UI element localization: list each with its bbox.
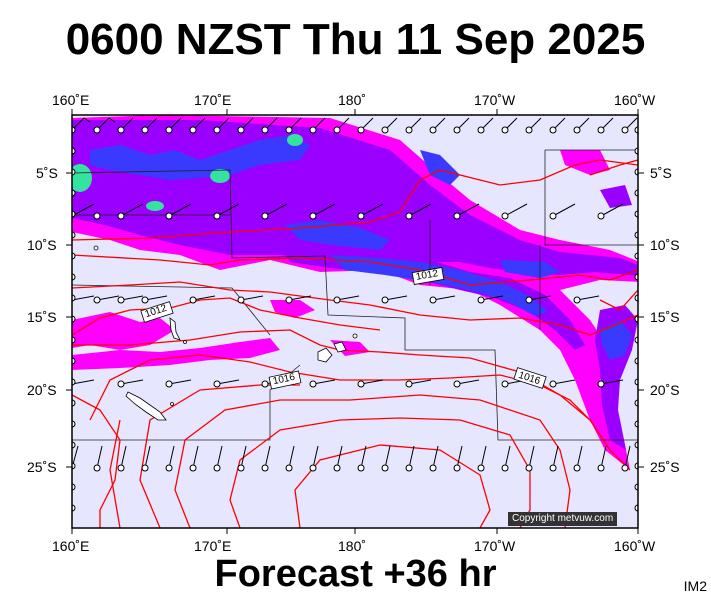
lon-label-top: 170˚E bbox=[194, 92, 232, 108]
axis-ticks bbox=[66, 109, 644, 534]
lat-label-right: 10˚S bbox=[650, 237, 680, 253]
isobar-1010 bbox=[72, 254, 638, 286]
lat-label-left: 25˚S bbox=[27, 459, 57, 475]
lat-label-left: 20˚S bbox=[27, 382, 57, 398]
lon-label-top: 170˚W bbox=[474, 92, 516, 108]
rain-intense-cells bbox=[72, 134, 303, 211]
isobar-1012a bbox=[72, 281, 638, 336]
new-caledonia bbox=[125, 391, 167, 421]
forecast-label: Forecast +36 hr bbox=[214, 553, 497, 595]
fiji-2 bbox=[333, 341, 347, 353]
isobar-1008 bbox=[72, 159, 638, 241]
vanuatu bbox=[169, 317, 181, 341]
isobar-1020 bbox=[229, 417, 531, 528]
isobar-east2 bbox=[599, 289, 638, 311]
lon-label-top: 180˚ bbox=[338, 92, 367, 108]
isobar-1018 bbox=[174, 394, 571, 528]
image-code: IM2 bbox=[683, 578, 707, 594]
fiji bbox=[317, 347, 333, 363]
copyright-badge: Copyright metvuw.com bbox=[508, 512, 618, 526]
lat-label-left: 10˚S bbox=[27, 237, 57, 253]
lat-label-left: 5˚S bbox=[36, 165, 58, 181]
lon-label-top: 160˚E bbox=[52, 92, 90, 108]
isobar-1024 bbox=[109, 419, 121, 528]
isobar-west bbox=[72, 394, 121, 528]
lat-label-right: 20˚S bbox=[650, 382, 680, 398]
lon-label-bottom: 160˚W bbox=[614, 538, 656, 554]
lon-label-bottom: 170˚E bbox=[194, 538, 232, 554]
isobar-1022 bbox=[294, 444, 491, 528]
barb-row-mid bbox=[72, 203, 624, 385]
rain-band-main bbox=[72, 115, 638, 470]
lon-label-bottom: 160˚E bbox=[52, 538, 90, 554]
isobar-1014 bbox=[72, 329, 631, 471]
lat-label-right: 5˚S bbox=[650, 165, 672, 181]
isobar-1012b bbox=[72, 297, 381, 336]
lon-label-bottom: 180˚ bbox=[338, 538, 367, 554]
islands bbox=[93, 245, 358, 421]
lon-label-top: 160˚W bbox=[614, 92, 656, 108]
lon-label-bottom: 170˚W bbox=[474, 538, 516, 554]
lat-label-right: 25˚S bbox=[650, 459, 680, 475]
lat-label-left: 15˚S bbox=[27, 309, 57, 325]
barb-row-south bbox=[72, 445, 631, 469]
isobar-label-boxes bbox=[140, 267, 547, 390]
isobar-east bbox=[589, 159, 638, 176]
rain-band-southwest bbox=[72, 300, 370, 370]
isobars bbox=[72, 159, 638, 528]
lat-label-right: 15˚S bbox=[650, 309, 680, 325]
chart-title: 0600 NZST Thu 11 Sep 2025 bbox=[65, 15, 646, 64]
